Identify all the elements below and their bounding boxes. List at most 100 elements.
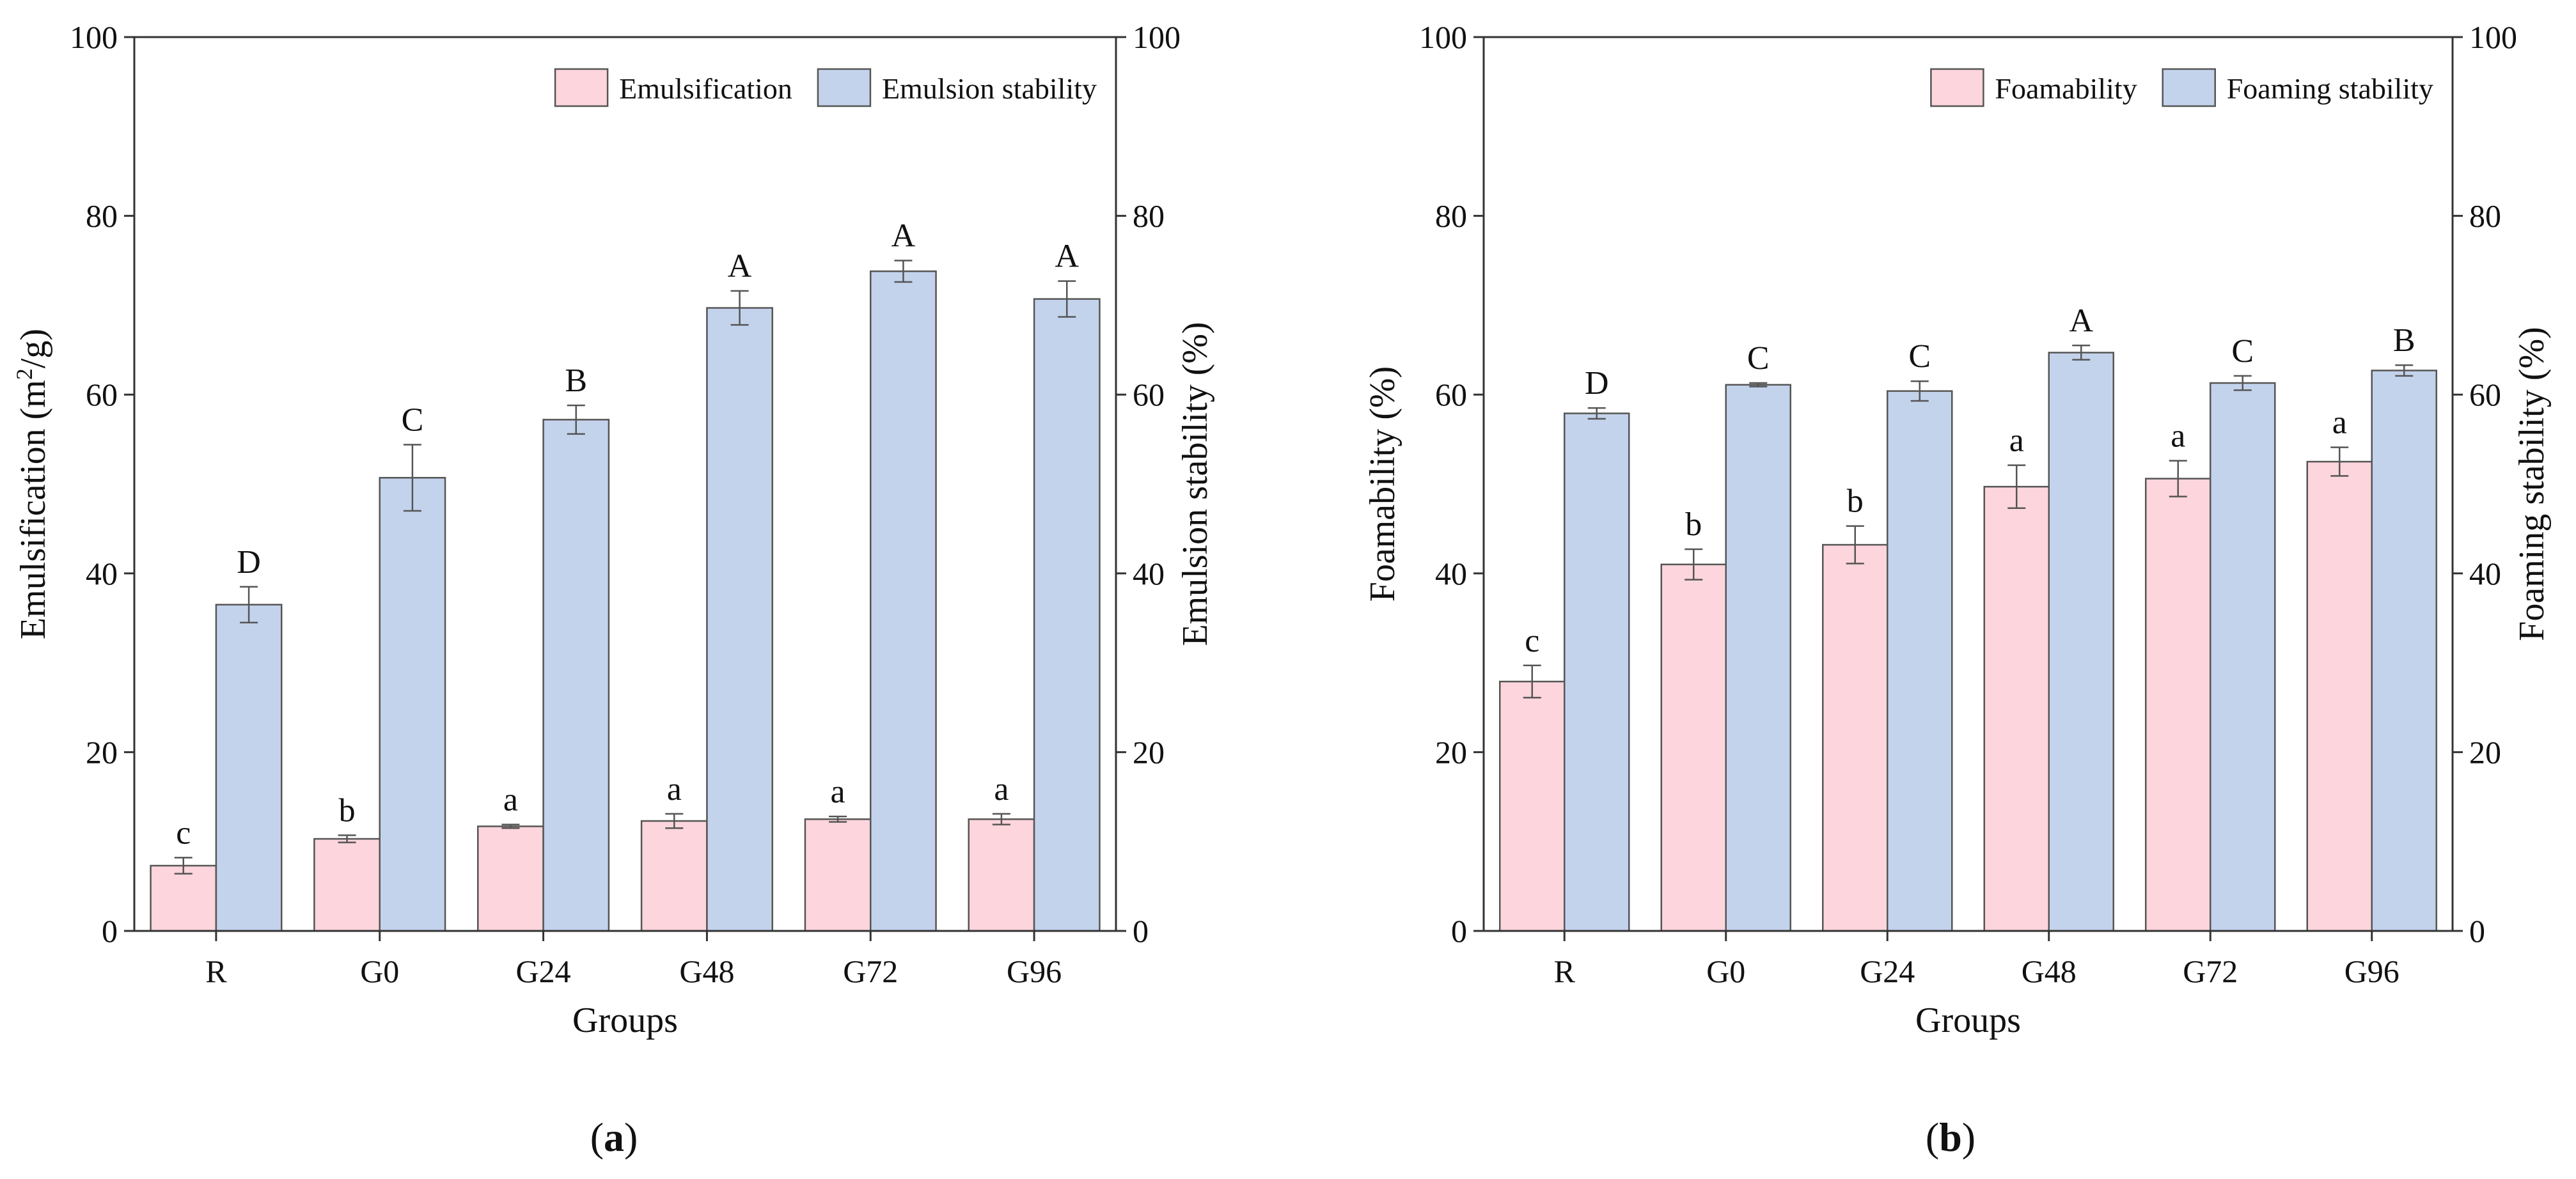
y-tick-label-left: 20 xyxy=(1435,734,1467,770)
panel-label: (b) xyxy=(1926,1114,1975,1160)
bar-foaming-stability-g72 xyxy=(2210,382,2276,932)
x-tick-label: R xyxy=(1554,953,1576,989)
x-tick-label: G48 xyxy=(679,953,734,989)
y-axis-title-left-text: Emulsification (m xyxy=(13,380,53,639)
error-bar xyxy=(1910,380,1929,402)
x-tick-label: G72 xyxy=(843,953,898,989)
y-tick-label-left: 40 xyxy=(1435,556,1467,591)
bar-foamability-r xyxy=(1499,680,1566,932)
y-axis-title-left: Emulsification (m2/g) xyxy=(12,329,53,639)
bar-emulsion-stability-r xyxy=(215,604,283,932)
y-tick-label-left: 100 xyxy=(1419,19,1467,55)
legend-label-emulsion-stability: Emulsion stability xyxy=(882,72,1097,105)
legend-label-foamability: Foamability xyxy=(1995,72,2137,105)
error-bar xyxy=(501,824,520,829)
y-tick-label-left: 80 xyxy=(1435,198,1467,234)
y-tick-label-left: 0 xyxy=(102,913,118,949)
plot-frame xyxy=(1482,36,2454,932)
error-bar xyxy=(1846,525,1864,565)
chart-panel-b: c b b a a a D C C A C B 0 0 20 20 40 40 60 60 80 80 100 100 R G0 G… xyxy=(1363,19,2552,1160)
error-bar xyxy=(829,815,847,823)
bar-emulsion-stability-g0 xyxy=(379,476,446,932)
x-tick-label: G24 xyxy=(1860,953,1915,989)
significance-label: a xyxy=(2009,423,2024,459)
y-tick-label-right: 60 xyxy=(2469,377,2501,412)
error-bar xyxy=(1685,548,1703,581)
y-tick-label-right: 0 xyxy=(1133,913,1149,949)
y-tick-label-left: 80 xyxy=(86,198,118,234)
panel-label-close: ) xyxy=(624,1114,638,1160)
error-bar xyxy=(992,813,1010,825)
error-bar xyxy=(2169,460,2187,497)
bar-foaming-stability-g0 xyxy=(1725,384,1791,932)
legend-swatch-foamability xyxy=(1930,68,1984,107)
panel-label-close: ) xyxy=(1962,1114,1975,1160)
error-bar xyxy=(567,404,585,435)
chart-panel-a: c b a a a a D C B A A A 0 0 20 20 40 40 60 60 80 80 100 100 R G0 G… xyxy=(12,19,1215,1160)
x-tick-label: G96 xyxy=(1007,953,1062,989)
legend: Emulsion stability Emulsification xyxy=(554,68,1097,107)
y-tick-label-left: 40 xyxy=(86,556,118,591)
legend-swatch-emulsification xyxy=(554,68,609,107)
bar-foaming-stability-g48 xyxy=(2048,352,2114,932)
error-bar xyxy=(403,444,421,512)
significance-label: C xyxy=(1908,338,1931,375)
significance-label: c xyxy=(1525,623,1539,659)
x-tick-label: G48 xyxy=(2022,953,2077,989)
bar-foaming-stability-r xyxy=(1564,412,1630,932)
significance-label: a xyxy=(2332,405,2347,441)
bar-foamability-g72 xyxy=(2145,478,2211,932)
y-tick-label-right: 80 xyxy=(1133,198,1165,234)
bar-foaming-stability-g24 xyxy=(1887,390,1953,932)
error-bar xyxy=(894,260,913,283)
y-tick-label-right: 80 xyxy=(2469,198,2501,234)
y-axis-title-right: Emulsion stability (%) xyxy=(1175,322,1215,646)
y-tick-label-right: 40 xyxy=(2469,556,2501,591)
bar-emulsification-r xyxy=(150,864,217,932)
y-axis-title-left-tail: /g) xyxy=(13,329,53,368)
bar-emulsion-stability-g96 xyxy=(1033,298,1101,932)
bar-foamability-g48 xyxy=(1983,485,2050,932)
error-bar xyxy=(1523,664,1541,699)
panel-label: (a) xyxy=(590,1114,638,1160)
y-tick-label-right: 100 xyxy=(2469,19,2517,55)
error-bar xyxy=(1587,407,1606,420)
y-axis-title-left-sup: 2 xyxy=(12,368,37,380)
significance-label: C xyxy=(2231,333,2254,370)
significance-label: A xyxy=(2069,302,2093,339)
x-tick-label: G24 xyxy=(516,953,571,989)
y-tick-label-right: 100 xyxy=(1133,19,1181,55)
significance-label: b xyxy=(1847,483,1864,520)
bar-emulsion-stability-g48 xyxy=(706,307,773,932)
significance-label: D xyxy=(1585,365,1609,402)
significance-label: a xyxy=(831,774,845,810)
significance-label: D xyxy=(237,544,261,581)
x-tick-label: G0 xyxy=(360,953,399,989)
y-axis-title-left-text: Foamability (%) xyxy=(1363,366,1402,602)
bar-foamability-g24 xyxy=(1822,543,1889,932)
error-bar xyxy=(338,834,356,843)
panel-label-letter: a xyxy=(604,1114,624,1160)
x-tick-label: G0 xyxy=(1706,953,1745,989)
error-bar xyxy=(665,813,684,829)
significance-label: B xyxy=(565,363,587,399)
y-tick-label-right: 20 xyxy=(1133,734,1165,770)
x-axis-title: Groups xyxy=(572,1001,678,1040)
significance-label: A xyxy=(1055,238,1079,275)
significance-label: B xyxy=(2393,322,2415,359)
bar-emulsion-stability-g24 xyxy=(542,419,610,932)
panel-label-letter: b xyxy=(1939,1114,1962,1160)
significance-label: C xyxy=(1747,340,1770,377)
significance-label: C xyxy=(402,402,424,438)
panel-label-open: ( xyxy=(1926,1114,1939,1160)
significance-label: a xyxy=(503,782,518,818)
bar-foamability-g96 xyxy=(2306,460,2373,932)
x-tick-label: R xyxy=(205,953,227,989)
error-bar xyxy=(1749,382,1768,387)
x-axis-title: Groups xyxy=(1915,1001,2021,1040)
y-tick-label-right: 40 xyxy=(1133,556,1165,591)
bar-emulsion-stability-g72 xyxy=(870,270,937,932)
error-bar xyxy=(2395,364,2414,377)
significance-label: c xyxy=(176,815,191,851)
